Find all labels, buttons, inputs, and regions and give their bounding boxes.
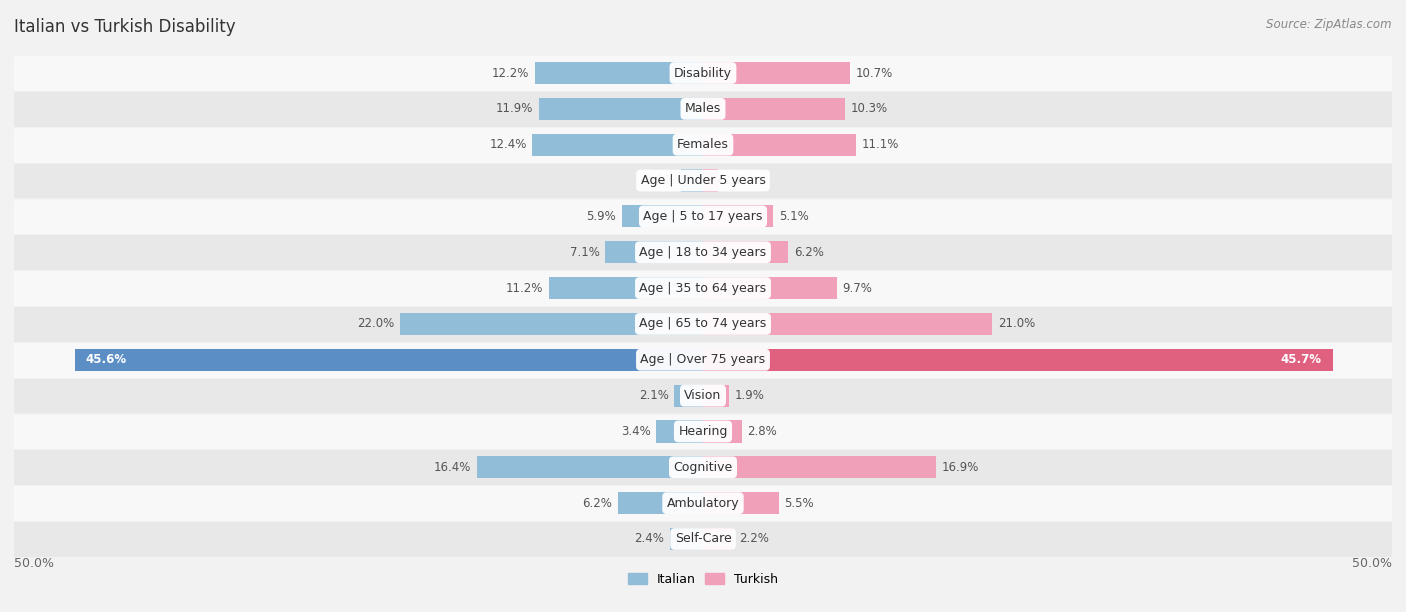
- Bar: [14, 487, 1392, 520]
- Text: 2.2%: 2.2%: [738, 532, 769, 545]
- Bar: [703, 528, 734, 550]
- Text: 11.9%: 11.9%: [496, 102, 533, 115]
- Bar: [669, 528, 703, 550]
- Text: Source: ZipAtlas.com: Source: ZipAtlas.com: [1267, 18, 1392, 31]
- Bar: [14, 200, 1392, 233]
- Bar: [703, 277, 837, 299]
- Text: 21.0%: 21.0%: [998, 318, 1035, 330]
- Bar: [703, 384, 730, 407]
- Text: 5.9%: 5.9%: [586, 210, 616, 223]
- Text: 50.0%: 50.0%: [14, 557, 53, 570]
- Bar: [14, 92, 1392, 125]
- Text: 6.2%: 6.2%: [582, 497, 612, 510]
- Text: 1.9%: 1.9%: [735, 389, 765, 402]
- Text: 11.1%: 11.1%: [862, 138, 898, 151]
- Text: Age | 65 to 74 years: Age | 65 to 74 years: [640, 318, 766, 330]
- Bar: [703, 492, 779, 514]
- Text: 2.4%: 2.4%: [634, 532, 665, 545]
- Bar: [703, 313, 993, 335]
- Text: 2.8%: 2.8%: [747, 425, 778, 438]
- Text: Self-Care: Self-Care: [675, 532, 731, 545]
- Bar: [14, 271, 1392, 305]
- Bar: [477, 456, 703, 479]
- Bar: [548, 277, 703, 299]
- Text: Cognitive: Cognitive: [673, 461, 733, 474]
- Bar: [14, 56, 1392, 90]
- Bar: [703, 349, 1333, 371]
- Text: 45.7%: 45.7%: [1281, 353, 1322, 366]
- Bar: [703, 241, 789, 263]
- Bar: [673, 384, 703, 407]
- Bar: [703, 456, 936, 479]
- Text: Age | 5 to 17 years: Age | 5 to 17 years: [644, 210, 762, 223]
- Bar: [703, 98, 845, 120]
- Text: Age | 35 to 64 years: Age | 35 to 64 years: [640, 282, 766, 294]
- Text: 12.4%: 12.4%: [489, 138, 527, 151]
- Bar: [14, 307, 1392, 341]
- Bar: [703, 420, 741, 442]
- Bar: [534, 62, 703, 84]
- Bar: [617, 492, 703, 514]
- Text: 9.7%: 9.7%: [842, 282, 872, 294]
- Text: 10.7%: 10.7%: [856, 67, 893, 80]
- Text: 3.4%: 3.4%: [621, 425, 651, 438]
- Text: 6.2%: 6.2%: [794, 246, 824, 259]
- Bar: [14, 128, 1392, 162]
- Legend: Italian, Turkish: Italian, Turkish: [623, 568, 783, 591]
- Bar: [681, 170, 703, 192]
- Text: Hearing: Hearing: [678, 425, 728, 438]
- Text: 2.1%: 2.1%: [638, 389, 669, 402]
- Bar: [703, 170, 718, 192]
- Text: 11.2%: 11.2%: [506, 282, 543, 294]
- Text: 12.2%: 12.2%: [492, 67, 530, 80]
- Text: 5.1%: 5.1%: [779, 210, 808, 223]
- Bar: [14, 163, 1392, 198]
- Bar: [14, 343, 1392, 376]
- Text: 7.1%: 7.1%: [569, 246, 599, 259]
- Bar: [14, 379, 1392, 412]
- Bar: [703, 205, 773, 228]
- Bar: [399, 313, 703, 335]
- Text: 16.9%: 16.9%: [942, 461, 979, 474]
- Text: 1.1%: 1.1%: [724, 174, 754, 187]
- Bar: [14, 450, 1392, 484]
- Text: 1.6%: 1.6%: [645, 174, 675, 187]
- Text: Males: Males: [685, 102, 721, 115]
- Text: 5.5%: 5.5%: [785, 497, 814, 510]
- Text: Ambulatory: Ambulatory: [666, 497, 740, 510]
- Text: 22.0%: 22.0%: [357, 318, 394, 330]
- Text: 45.6%: 45.6%: [86, 353, 127, 366]
- Bar: [621, 205, 703, 228]
- Text: Age | Over 75 years: Age | Over 75 years: [641, 353, 765, 366]
- Text: Vision: Vision: [685, 389, 721, 402]
- Text: 16.4%: 16.4%: [434, 461, 471, 474]
- Bar: [75, 349, 703, 371]
- Bar: [703, 133, 856, 156]
- Bar: [531, 133, 703, 156]
- Text: 50.0%: 50.0%: [1353, 557, 1392, 570]
- Bar: [538, 98, 703, 120]
- Text: Disability: Disability: [673, 67, 733, 80]
- Bar: [703, 62, 851, 84]
- Bar: [14, 522, 1392, 556]
- Bar: [605, 241, 703, 263]
- Text: Italian vs Turkish Disability: Italian vs Turkish Disability: [14, 18, 236, 36]
- Bar: [14, 414, 1392, 449]
- Text: 10.3%: 10.3%: [851, 102, 887, 115]
- Text: Age | Under 5 years: Age | Under 5 years: [641, 174, 765, 187]
- Text: Females: Females: [678, 138, 728, 151]
- Text: Age | 18 to 34 years: Age | 18 to 34 years: [640, 246, 766, 259]
- Bar: [657, 420, 703, 442]
- Bar: [14, 236, 1392, 269]
